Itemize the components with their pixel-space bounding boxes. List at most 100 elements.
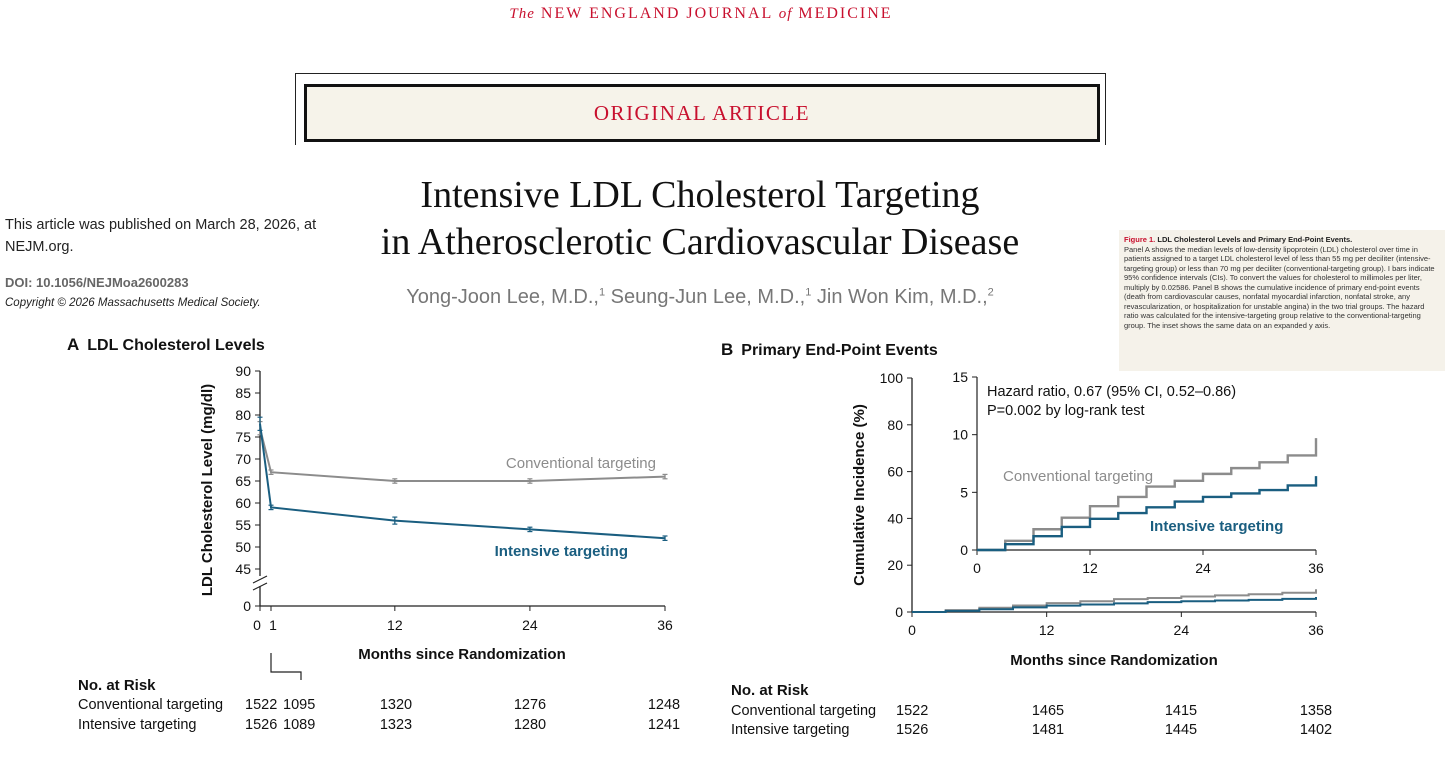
panel-b-title-text: Primary End-Point Events bbox=[741, 342, 938, 359]
panel-a-risk-value: 1089 bbox=[283, 717, 316, 733]
panel-a-risk-value: 1095 bbox=[283, 697, 316, 713]
panel-b-y-tick-label: 40 bbox=[887, 510, 903, 526]
panel-b-risk-value: 1526 bbox=[896, 722, 929, 738]
doi-link[interactable]: DOI: 10.1056/NEJMoa2600283 bbox=[5, 275, 189, 290]
panel-b-x-label: Months since Randomization bbox=[1010, 652, 1218, 669]
title-line-2: in Atherosclerotic Cardiovascular Diseas… bbox=[380, 221, 1020, 263]
panel-a-risk-value: 1320 bbox=[379, 697, 413, 713]
article-type-banner: ORIGINAL ARTICLE bbox=[304, 84, 1100, 142]
panel-b-y-label: Cumulative Incidence (%) bbox=[851, 404, 868, 586]
panel-a-y-tick-label: 70 bbox=[235, 451, 251, 467]
panel-a-y-tick-label: 90 bbox=[235, 363, 251, 379]
caption-body: Panel A shows the median levels of low-d… bbox=[1124, 244, 1435, 330]
panel-b-title: B Primary End-Point Events bbox=[721, 340, 938, 360]
journal-of: of bbox=[778, 6, 793, 22]
panel-a-legend-intensive: Intensive targeting bbox=[495, 543, 628, 560]
inset-legend-intensive: Intensive targeting bbox=[1150, 518, 1283, 535]
copyright-note: Copyright © 2026 Massachusetts Medical S… bbox=[5, 297, 261, 309]
panel-a-risk-value: 1323 bbox=[379, 717, 413, 733]
panel-a-x-tick-label: 12 bbox=[387, 617, 403, 633]
panel-a-risk-heading: No. at Risk bbox=[78, 677, 156, 694]
panel-b-y-tick-label: 20 bbox=[887, 557, 903, 573]
panel-a-risk-value: 1276 bbox=[513, 697, 547, 713]
panel-b-risk-value: 1358 bbox=[1299, 703, 1333, 719]
panel-a-y-tick-label: 60 bbox=[235, 495, 251, 511]
inset-p-value: P=0.002 by log-rank test bbox=[987, 403, 1145, 419]
panel-a-risk-value: 1248 bbox=[647, 697, 681, 713]
inset-x-tick-label: 12 bbox=[1082, 560, 1098, 576]
article-title: Intensive LDL Cholesterol Targeting in A… bbox=[300, 172, 1100, 266]
panel-a-y-tick-label: 85 bbox=[235, 385, 251, 401]
author-2[interactable]: Seung-Jun Lee, M.D., bbox=[610, 286, 806, 308]
panel-b-curve-intensive bbox=[912, 597, 1317, 613]
inset-x-tick-label: 0 bbox=[973, 560, 981, 576]
panel-a-x-label: Months since Randomization bbox=[358, 646, 566, 663]
panel-a-x-tick-label: 0 bbox=[253, 617, 261, 633]
inset-hazard-ratio: Hazard ratio, 0.67 (95% CI, 0.52–0.86) bbox=[987, 384, 1236, 400]
panel-a-title-text: LDL Cholesterol Levels bbox=[87, 337, 265, 354]
inset-legend-conventional: Conventional targeting bbox=[1003, 468, 1153, 485]
panel-b-risk-value: 1415 bbox=[1164, 703, 1198, 719]
panel-b-x-tick-label: 12 bbox=[1039, 622, 1055, 638]
article-type-label: ORIGINAL ARTICLE bbox=[593, 100, 811, 125]
panel-a-axis-break-mark-1 bbox=[252, 575, 268, 584]
panel-a-x-tick-label: 36 bbox=[657, 617, 673, 633]
publication-note: This article was published on March 28, … bbox=[5, 217, 317, 255]
panel-b-letter: B bbox=[721, 340, 734, 359]
panel-a-risk-bracket bbox=[270, 653, 302, 680]
panel-a-y-tick-label: 55 bbox=[235, 517, 251, 533]
author-3[interactable]: Jin Won Kim, M.D., bbox=[816, 286, 988, 308]
caption-figure-number: Figure 1. bbox=[1124, 235, 1156, 244]
inset-y-tick-label: 0 bbox=[960, 542, 968, 558]
panel-a-letter: A bbox=[67, 335, 80, 354]
panel-b-chart: Cumulative Incidence (%) Months since Ra… bbox=[851, 369, 1324, 669]
author-2-affiliation: 1 bbox=[805, 286, 812, 299]
inset-curve-intensive bbox=[977, 476, 1318, 552]
panel-a-axis-break-mark-2 bbox=[252, 582, 268, 591]
panel-a-y-tick-label: 80 bbox=[235, 407, 251, 423]
author-3-affiliation: 2 bbox=[987, 286, 994, 299]
panel-b-risk-value: 1402 bbox=[1299, 722, 1333, 738]
inset-y-tick-label: 15 bbox=[952, 369, 968, 385]
journal-masthead: The NEW ENGLAND JOURNAL of MEDICINE bbox=[0, 5, 1402, 23]
panel-a-y-tick-label: 50 bbox=[235, 539, 251, 555]
panel-a-risk-value: 1522 bbox=[245, 697, 278, 713]
author-1-affiliation: 1 bbox=[598, 286, 606, 299]
panel-a-risk-value: 1280 bbox=[513, 717, 547, 733]
panel-a-y-tick-label: 45 bbox=[235, 561, 251, 577]
panel-a-legend-conventional: Conventional targeting bbox=[506, 455, 656, 472]
panel-b-y-tick-label: 60 bbox=[887, 464, 903, 480]
panel-a-y-tick-label: 65 bbox=[235, 473, 251, 489]
inset-y-tick-label: 5 bbox=[960, 484, 968, 500]
panel-b-risk-value: 1465 bbox=[1031, 703, 1065, 719]
panel-a-y-label: LDL Cholesterol Level (mg/dl) bbox=[199, 384, 216, 596]
panel-b-x-tick-label: 0 bbox=[908, 622, 916, 638]
inset-x-tick-label: 36 bbox=[1308, 560, 1324, 576]
panel-b-y-tick-label: 100 bbox=[880, 370, 904, 386]
panel-b-risk-heading: No. at Risk bbox=[731, 682, 809, 699]
header-frame-right bbox=[1105, 73, 1106, 145]
panel-b-x-tick-label: 36 bbox=[1308, 622, 1324, 638]
author-list: Yong-Joon Lee, M.D.,1 Seung-Jun Lee, M.D… bbox=[300, 286, 1100, 309]
panel-b-risk-label-intensive: Intensive targeting bbox=[731, 722, 850, 738]
journal-prefix: The bbox=[509, 6, 535, 22]
journal-suffix: MEDICINE bbox=[798, 5, 893, 22]
panel-a-risk-label-conventional: Conventional targeting bbox=[78, 697, 224, 713]
panel-a-title: A LDL Cholesterol Levels bbox=[67, 335, 265, 355]
panel-b-y-tick-label: 0 bbox=[895, 604, 903, 620]
panel-a-risk-value: 1526 bbox=[245, 717, 278, 733]
author-1[interactable]: Yong-Joon Lee, M.D., bbox=[406, 286, 599, 308]
panel-a-y-tick-label: 0 bbox=[243, 598, 251, 614]
panel-b-x-tick-label: 24 bbox=[1174, 622, 1190, 638]
inset-x-tick-label: 24 bbox=[1195, 560, 1211, 576]
panel-b-curve-conventional bbox=[912, 589, 1317, 613]
panel-b-risk-value: 1481 bbox=[1031, 722, 1065, 738]
panel-a-x-tick-label: 24 bbox=[522, 617, 538, 633]
inset-y-tick-label: 10 bbox=[952, 427, 968, 443]
title-line-1: Intensive LDL Cholesterol Targeting bbox=[420, 174, 980, 216]
header-frame-top bbox=[295, 73, 1106, 74]
header-frame-left bbox=[295, 73, 296, 145]
caption-title: LDL Cholesterol Levels and Primary End-P… bbox=[1157, 235, 1353, 244]
panel-a-risk-value: 1241 bbox=[647, 717, 681, 733]
